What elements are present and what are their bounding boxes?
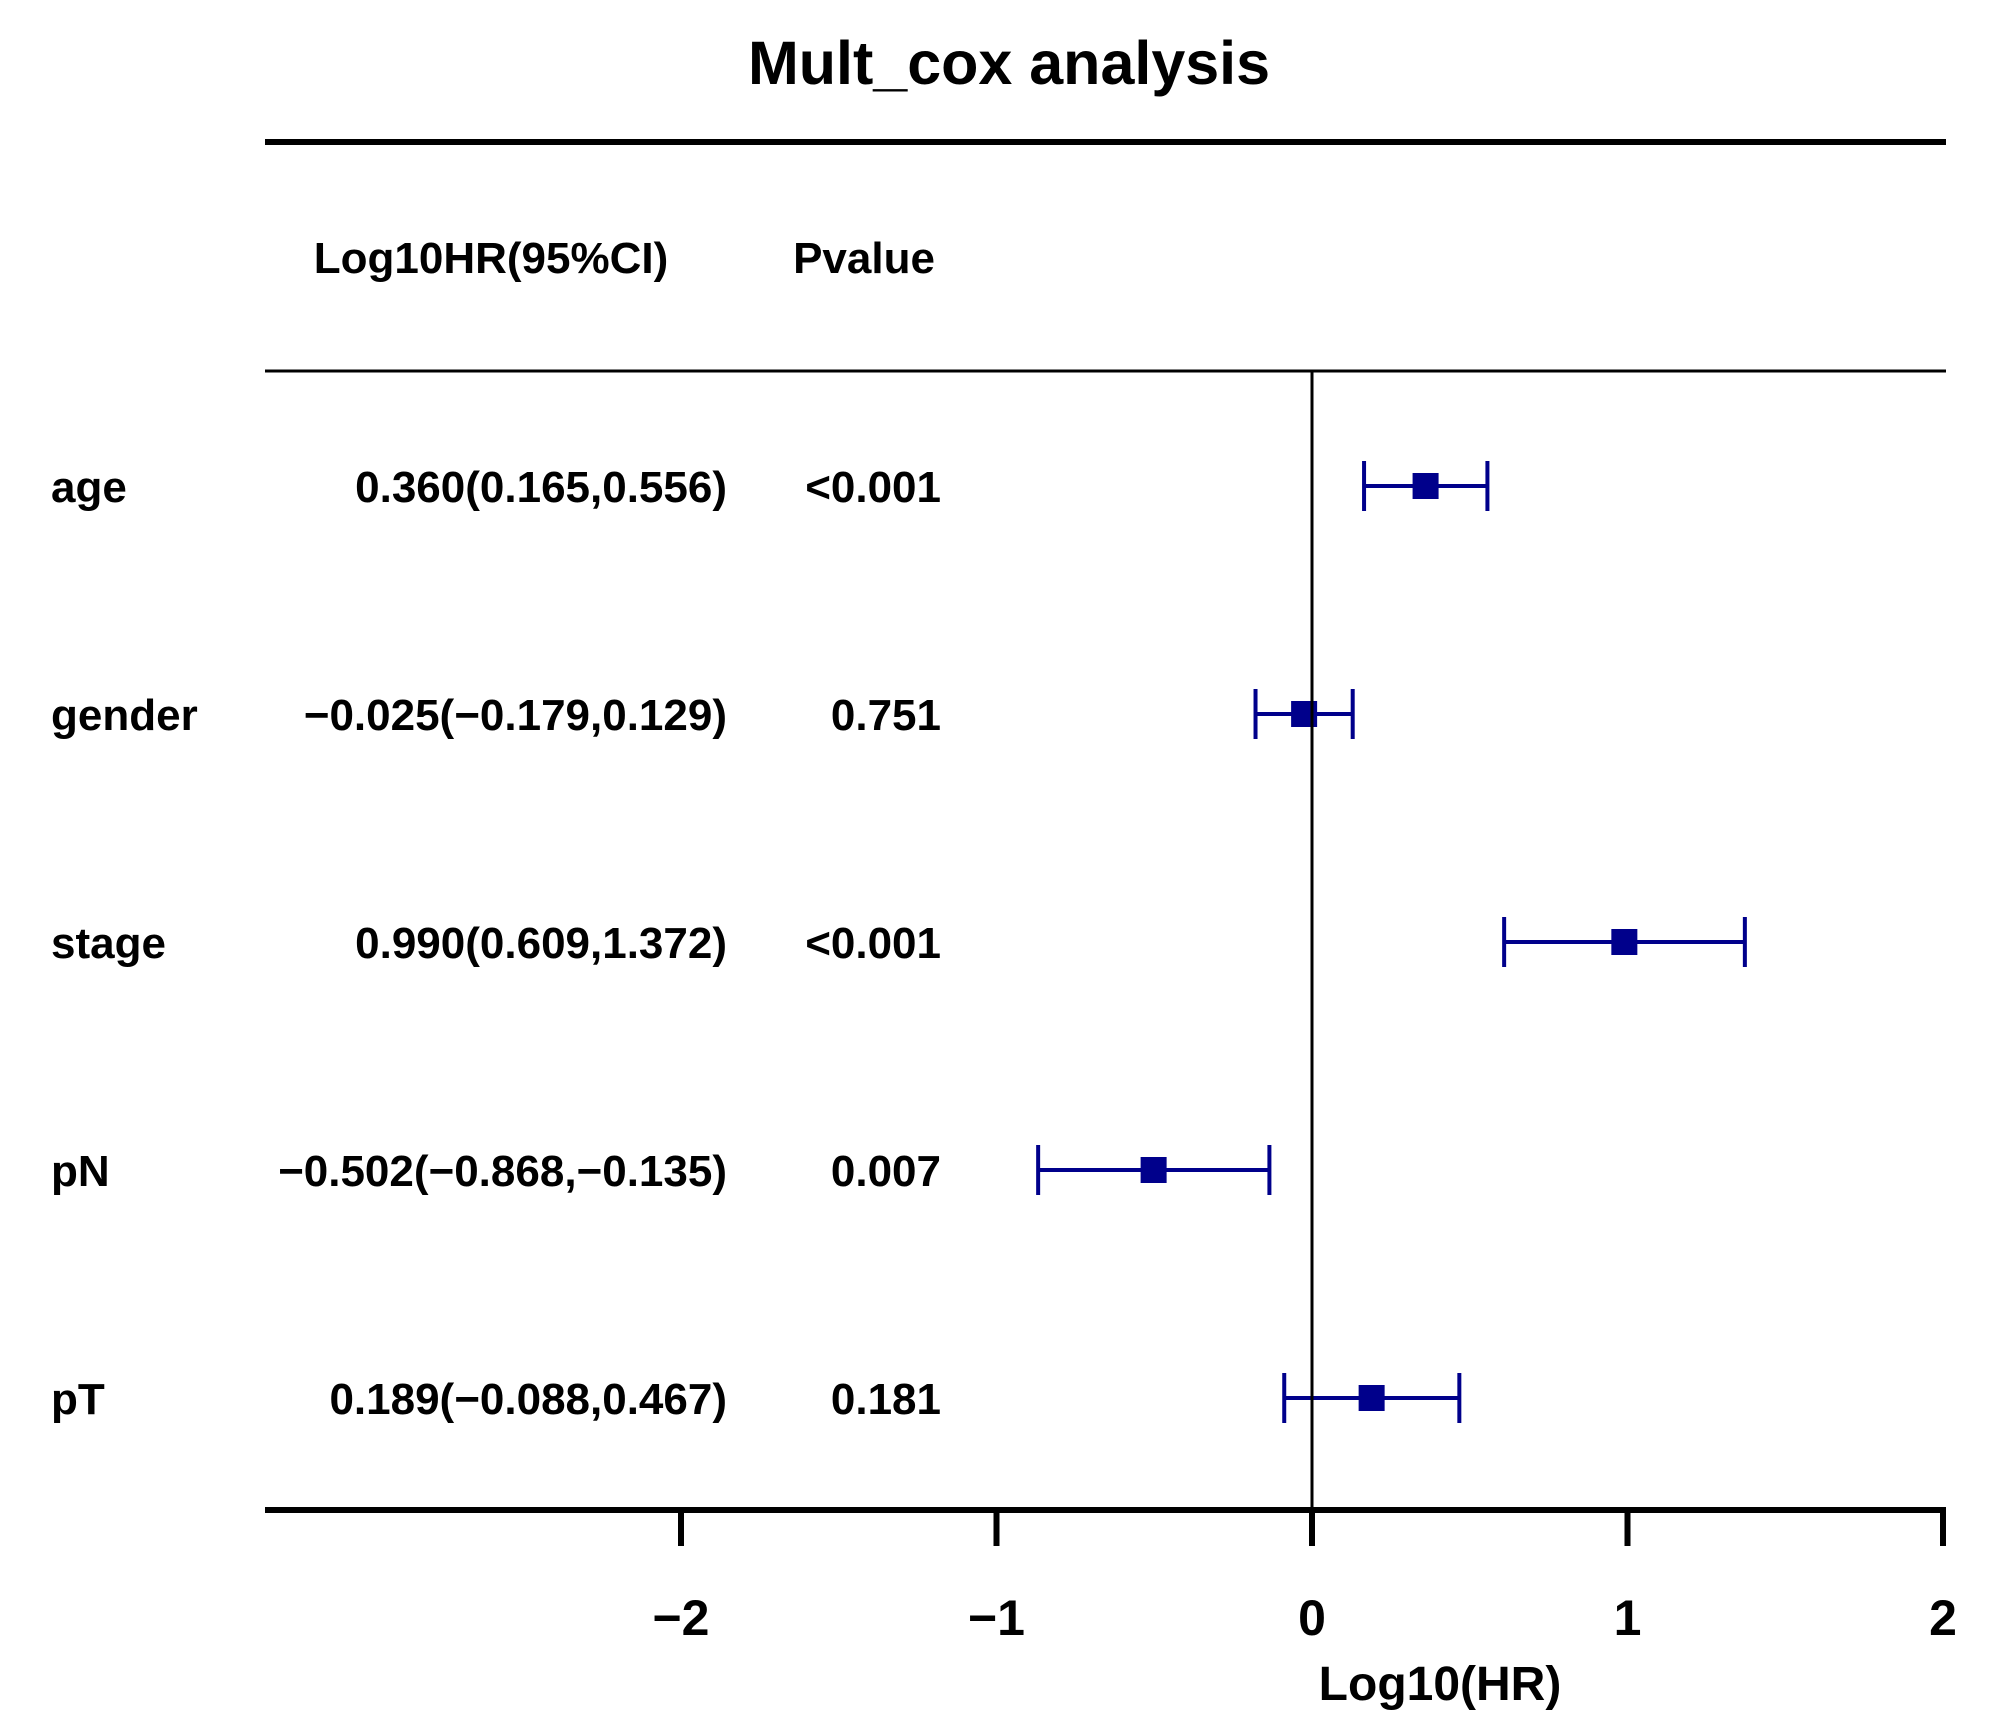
row-pvalue: 0.181: [831, 1375, 941, 1424]
row-ci-text: −0.502(−0.868,−0.135): [278, 1147, 727, 1196]
row-pvalue: <0.001: [805, 463, 941, 512]
row-ci-text: 0.189(−0.088,0.467): [329, 1375, 727, 1424]
row-label: pT: [51, 1375, 105, 1424]
row-ci-text: −0.025(−0.179,0.129): [304, 691, 727, 740]
forest-row-age: age 0.360(0.165,0.556) <0.001: [51, 461, 1490, 512]
column-header-pvalue: Pvalue: [793, 234, 935, 283]
row-ci-text: 0.990(0.609,1.372): [355, 919, 727, 968]
x-tick-label: −2: [652, 1590, 709, 1646]
row-label: stage: [51, 919, 166, 968]
point-estimate: [1140, 1157, 1167, 1183]
row-label: age: [51, 463, 127, 512]
row-pvalue: <0.001: [805, 919, 941, 968]
forest-row-pN: pN −0.502(−0.868,−0.135) 0.007: [51, 1145, 1272, 1196]
row-ci-text: 0.360(0.165,0.556): [355, 463, 727, 512]
x-tick-label: 2: [1929, 1590, 1957, 1646]
row-pvalue: 0.007: [831, 1147, 941, 1196]
forest-row-gender: gender −0.025(−0.179,0.129) 0.751: [51, 689, 1355, 740]
row-label: pN: [51, 1147, 110, 1196]
forest-row-stage: stage 0.990(0.609,1.372) <0.001: [51, 917, 1747, 968]
x-tick-label: 0: [1298, 1590, 1326, 1646]
x-axis-label: Log10(HR): [1319, 1658, 1562, 1711]
point-estimate: [1358, 1385, 1385, 1411]
point-estimate: [1611, 929, 1638, 955]
x-tick-label: −1: [968, 1590, 1025, 1646]
row-label: gender: [51, 691, 198, 740]
chart-title: Mult_cox analysis: [748, 29, 1270, 97]
x-tick-label: 1: [1614, 1590, 1642, 1646]
forest-row-pT: pT 0.189(−0.088,0.467) 0.181: [51, 1373, 1462, 1424]
row-pvalue: 0.751: [831, 691, 941, 740]
point-estimate: [1412, 473, 1439, 499]
column-header-ci: Log10HR(95%CI): [314, 234, 669, 283]
